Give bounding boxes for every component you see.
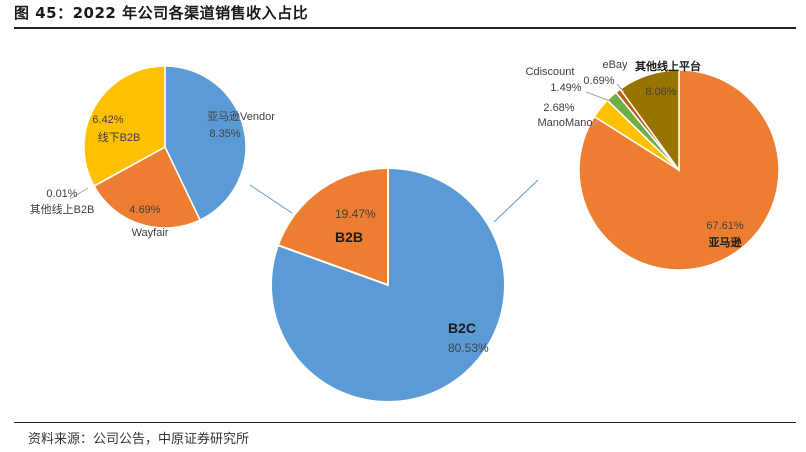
main-value-label-0: 80.53% <box>448 341 489 355</box>
b2b-value-label-0: 8.35% <box>209 128 240 140</box>
b2c-category-label-1: ManoMano <box>537 117 592 129</box>
b2b-slice-3 <box>83 65 166 187</box>
pie-slices <box>83 65 780 403</box>
b2b-value-label-2: 0.01% <box>46 188 77 200</box>
b2b-slice-1 <box>93 145 202 229</box>
main-category-label-0: B2C <box>448 320 476 336</box>
b2b-slice-0 <box>164 65 247 222</box>
connector-line-b2b <box>249 184 293 214</box>
slice-labels: B2C 80.53% B2B 19.47% 亚马逊Vendor 8.35% Wayfair 4… <box>30 59 744 355</box>
bottom-rule <box>14 422 796 423</box>
connector-line-b2c <box>493 179 539 223</box>
b2b-leader-line-2 <box>69 187 89 200</box>
main-slice-1 <box>276 166 389 287</box>
connector-lines <box>249 179 539 223</box>
b2c-leader-line-2 <box>585 91 611 102</box>
b2c-value-label-0: 67.61% <box>706 220 744 232</box>
b2c-category-label-4: 其他线上平台 <box>635 59 701 73</box>
b2c-leader-line-1 <box>591 120 599 127</box>
b2c-leader-line-3 <box>616 83 625 93</box>
b2b-category-label-0: 亚马逊Vendor <box>207 110 275 123</box>
b2c-category-label-3: eBay <box>602 59 628 71</box>
b2c-value-label-3: 0.69% <box>583 75 614 87</box>
b2b-category-label-1: Wayfair <box>132 227 169 239</box>
main-value-label-1: 19.47% <box>335 207 376 221</box>
top-rule <box>14 27 796 29</box>
b2c-value-label-4: 8.06% <box>645 86 676 98</box>
b2c-value-label-1: 2.68% <box>543 102 574 114</box>
leader-lines <box>69 83 625 200</box>
b2b-category-label-2: 其他线上B2B <box>30 202 95 216</box>
b2b-value-label-1: 4.69% <box>129 204 160 216</box>
b2b-value-label-3: 6.42% <box>92 114 123 126</box>
b2c-category-label-0: 亚马逊 <box>709 235 742 249</box>
b2c-slice-4 <box>619 69 680 173</box>
b2c-category-label-2: Cdiscount <box>526 66 575 78</box>
source-note: 资料来源：公司公告，中原证券研究所 <box>28 432 250 447</box>
b2b-category-label-3: 线下B2B <box>98 130 141 144</box>
chart-title: 图 45：2022 年公司各渠道销售收入占比 <box>14 4 309 22</box>
b2c-value-label-2: 1.49% <box>550 82 581 94</box>
main-category-label-1: B2B <box>335 229 363 245</box>
